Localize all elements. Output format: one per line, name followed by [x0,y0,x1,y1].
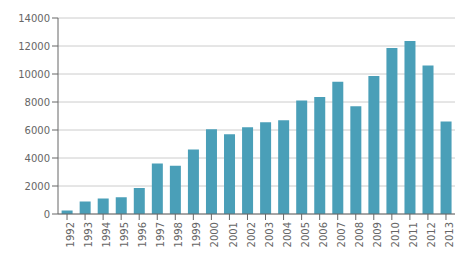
svg-text:10000: 10000 [18,69,50,80]
svg-text:2003: 2003 [264,222,275,247]
svg-text:1993: 1993 [83,222,94,247]
svg-text:2007: 2007 [336,222,347,247]
svg-text:2002: 2002 [246,222,257,247]
svg-text:8000: 8000 [25,97,50,108]
svg-text:2004: 2004 [282,222,293,247]
svg-text:2001: 2001 [228,222,239,247]
svg-text:2011: 2011 [408,222,419,247]
svg-text:2010: 2010 [390,222,401,247]
svg-text:1997: 1997 [155,222,166,247]
svg-text:2012: 2012 [426,222,437,247]
svg-text:0: 0 [44,209,50,220]
svg-text:6000: 6000 [25,125,50,136]
svg-text:2000: 2000 [25,181,50,192]
svg-text:2000: 2000 [209,222,220,247]
svg-text:14000: 14000 [18,13,50,24]
svg-text:4000: 4000 [25,153,50,164]
svg-text:1999: 1999 [191,222,202,247]
svg-text:2008: 2008 [354,222,365,247]
svg-text:2013: 2013 [444,222,455,247]
svg-text:1996: 1996 [137,222,148,247]
svg-text:1995: 1995 [119,222,130,247]
svg-text:1994: 1994 [101,222,112,247]
svg-text:2006: 2006 [318,222,329,247]
svg-text:2009: 2009 [372,222,383,247]
svg-text:1998: 1998 [173,222,184,247]
svg-text:12000: 12000 [18,41,50,52]
svg-text:1992: 1992 [65,222,76,247]
svg-text:2005: 2005 [300,222,311,247]
